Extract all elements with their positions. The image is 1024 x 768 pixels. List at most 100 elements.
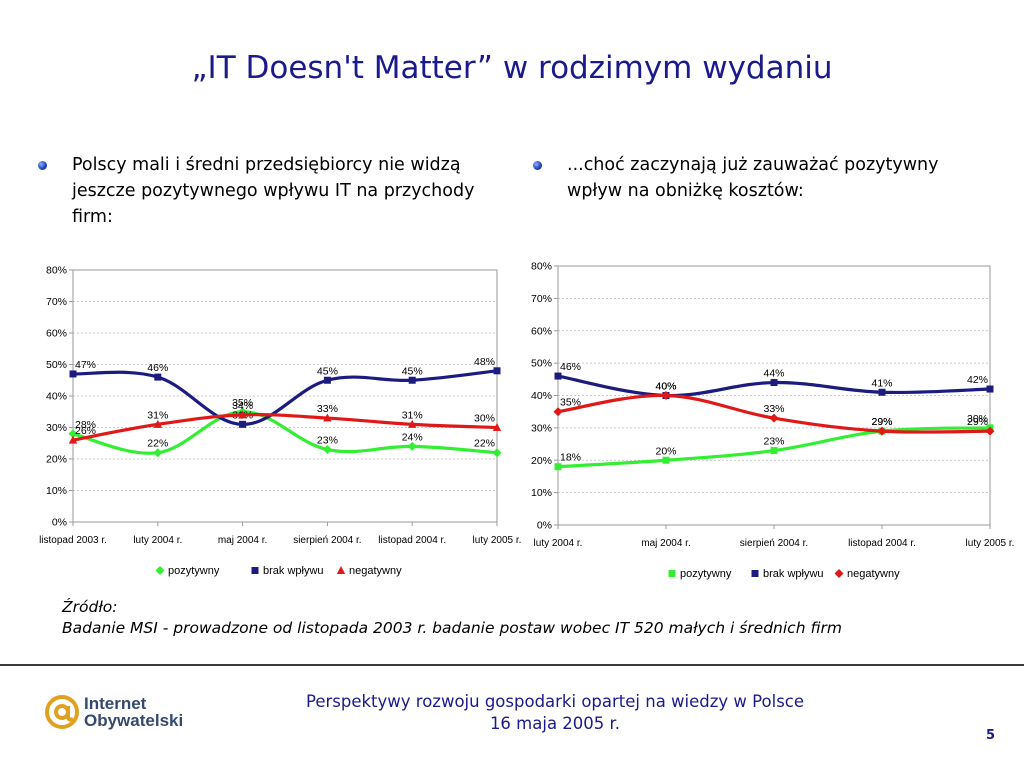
series-negatywny: 26% 31% 34% 33% 31% 30% <box>68 400 502 444</box>
data-label-brak-wplywu: 41% <box>871 377 892 389</box>
y-tick-label: 20% <box>46 454 67 466</box>
data-point-pozytywny <box>770 447 778 455</box>
at-sign-icon <box>45 695 79 729</box>
data-label-negatywny: 34% <box>232 400 253 412</box>
data-label-pozytywny: 30% <box>967 413 988 425</box>
data-point-brak-wplywu <box>770 379 778 387</box>
bullet-left: Polscy mali i średni przedsiębiorcy nie … <box>38 152 512 230</box>
data-point-negatywny <box>323 413 332 422</box>
data-point-pozytywny <box>407 441 417 451</box>
y-tick-label: 20% <box>531 455 552 467</box>
bullet-right: ...choć zaczynają już zauważać pozytywny… <box>533 152 987 204</box>
data-label-brak-wplywu: 42% <box>967 374 988 386</box>
logo-text: Internet Obywatelski <box>84 695 183 729</box>
y-tick-label: 70% <box>46 296 67 308</box>
y-tick-label: 10% <box>531 487 552 499</box>
data-point-pozytywny <box>322 445 332 455</box>
legend-label-brak-wplywu: brak wpływu <box>263 565 324 577</box>
y-tick-label: 60% <box>531 325 552 337</box>
series-pozytywny: 28% 22% 35% 23% 24% 22% <box>68 397 502 458</box>
y-tick-label: 30% <box>531 422 552 434</box>
source-text: Badanie MSI - prowadzone od listopada 20… <box>62 619 842 637</box>
data-point-pozytywny <box>68 429 78 439</box>
legend-marker-negatywny <box>336 566 346 574</box>
data-point-brak-wplywu <box>986 385 994 393</box>
data-point-brak-wplywu <box>554 372 562 380</box>
footer-title: Perspektywy rozwoju gospodarki opartej n… <box>305 692 805 711</box>
data-label-pozytywny: 23% <box>763 436 784 448</box>
y-tick-label: 50% <box>46 359 67 371</box>
data-label-brak-wplywu: 45% <box>402 365 423 377</box>
data-point-brak-wplywu <box>239 420 247 428</box>
bullet-left-text: Polscy mali i średni przedsiębiorcy nie … <box>72 155 475 227</box>
data-label-brak-wplywu: 47% <box>75 359 96 371</box>
y-tick-label: 40% <box>46 391 67 403</box>
x-tick-label: maj 2004 r. <box>641 538 690 549</box>
bullet-right-text: ...choć zaczynają już zauważać pozytywny… <box>567 155 939 201</box>
legend-label-pozytywny: pozytywny <box>168 565 220 577</box>
y-tick-label: 70% <box>531 293 552 305</box>
data-label-pozytywny: 28% <box>75 419 96 431</box>
data-label-pozytywny: 24% <box>402 431 423 443</box>
data-label-pozytywny: 29% <box>871 416 892 428</box>
page-number: 5 <box>986 728 996 743</box>
legend-label-negatywny: negatywny <box>349 565 402 577</box>
series-negatywny: 35% 40% 33% 29% 29% <box>553 381 995 436</box>
source-label: Źródło: <box>62 598 118 616</box>
bullet-icon <box>38 161 47 170</box>
chart-revenue: 0% 10% 20% 30% 40% 50% 60% 70% 80% listopad 2003 … <box>22 252 522 592</box>
legend-marker-pozytywny <box>668 570 676 577</box>
data-label-negatywny: 30% <box>474 413 495 425</box>
legend-label-pozytywny: pozytywny <box>680 568 732 580</box>
data-label-negatywny: 31% <box>402 409 423 421</box>
data-label-negatywny: 29% <box>871 416 892 428</box>
data-point-brak-wplywu <box>408 376 416 384</box>
data-label-brak-wplywu: 40% <box>655 381 676 393</box>
y-tick-label: 30% <box>46 422 67 434</box>
logo-line-1: Internet <box>84 694 147 713</box>
data-label-pozytywny: 35% <box>232 397 253 409</box>
data-label-pozytywny: 22% <box>474 438 495 450</box>
x-tick-label: luty 2005 r. <box>473 535 522 546</box>
legend: pozytywny brak wpływu negatywny <box>155 565 402 577</box>
legend-label-brak-wplywu: brak wpływu <box>763 568 824 580</box>
legend-label-negatywny: negatywny <box>847 568 900 580</box>
legend-marker-brak-wplywu <box>751 570 759 577</box>
series-line-negatywny <box>72 413 498 442</box>
y-tick-label: 50% <box>531 358 552 370</box>
series-brak-wplywu: 47% 46% 31% 45% 45% 48% <box>69 356 501 428</box>
data-label-negatywny: 40% <box>655 381 676 393</box>
data-point-negatywny <box>661 391 671 400</box>
bullet-icon <box>533 161 542 170</box>
data-point-pozytywny <box>153 448 163 458</box>
x-tick-label: luty 2005 r. <box>966 538 1015 549</box>
data-point-negatywny <box>238 410 247 419</box>
x-tick-label: luty 2004 r. <box>534 538 583 549</box>
data-point-negatywny <box>153 419 162 428</box>
data-label-pozytywny: 23% <box>317 435 338 447</box>
footer-divider <box>0 664 1024 666</box>
x-tick-label: listopad 2004 r. <box>378 535 446 546</box>
chart-costs: 0% 10% 20% 30% 40% 50% 60% 70% 80% luty 2004 r. ma… <box>512 250 1022 595</box>
y-tick-label: 40% <box>531 390 552 402</box>
logo-line-2: Obywatelski <box>84 711 184 730</box>
data-point-negatywny <box>68 435 78 444</box>
data-label-negatywny: 29% <box>967 416 988 428</box>
legend-marker-brak-wplywu <box>251 567 259 574</box>
data-label-brak-wplywu: 46% <box>560 361 581 373</box>
footer-date: 16 maja 2005 r. <box>489 714 621 733</box>
y-tick-label: 0% <box>52 517 67 529</box>
data-point-negatywny <box>492 423 502 431</box>
data-point-brak-wplywu <box>154 373 162 381</box>
data-label-pozytywny: 20% <box>655 445 676 457</box>
data-point-brak-wplywu <box>878 388 886 396</box>
data-label-pozytywny: 18% <box>560 452 581 464</box>
slide-title: „IT Doesn't Matter” w rodzimym wydaniu <box>191 50 833 86</box>
x-tick-label: luty 2004 r. <box>133 535 182 546</box>
chart-revenue-svg: 0% 10% 20% 30% 40% 50% 60% 70% 80% listopad 2003 … <box>39 265 522 578</box>
series-line-pozytywny <box>72 410 498 455</box>
data-point-brak-wplywu <box>69 370 77 378</box>
data-label-brak-wplywu: 48% <box>474 356 495 368</box>
data-point-negatywny <box>985 426 995 436</box>
data-label-negatywny: 33% <box>317 403 338 415</box>
